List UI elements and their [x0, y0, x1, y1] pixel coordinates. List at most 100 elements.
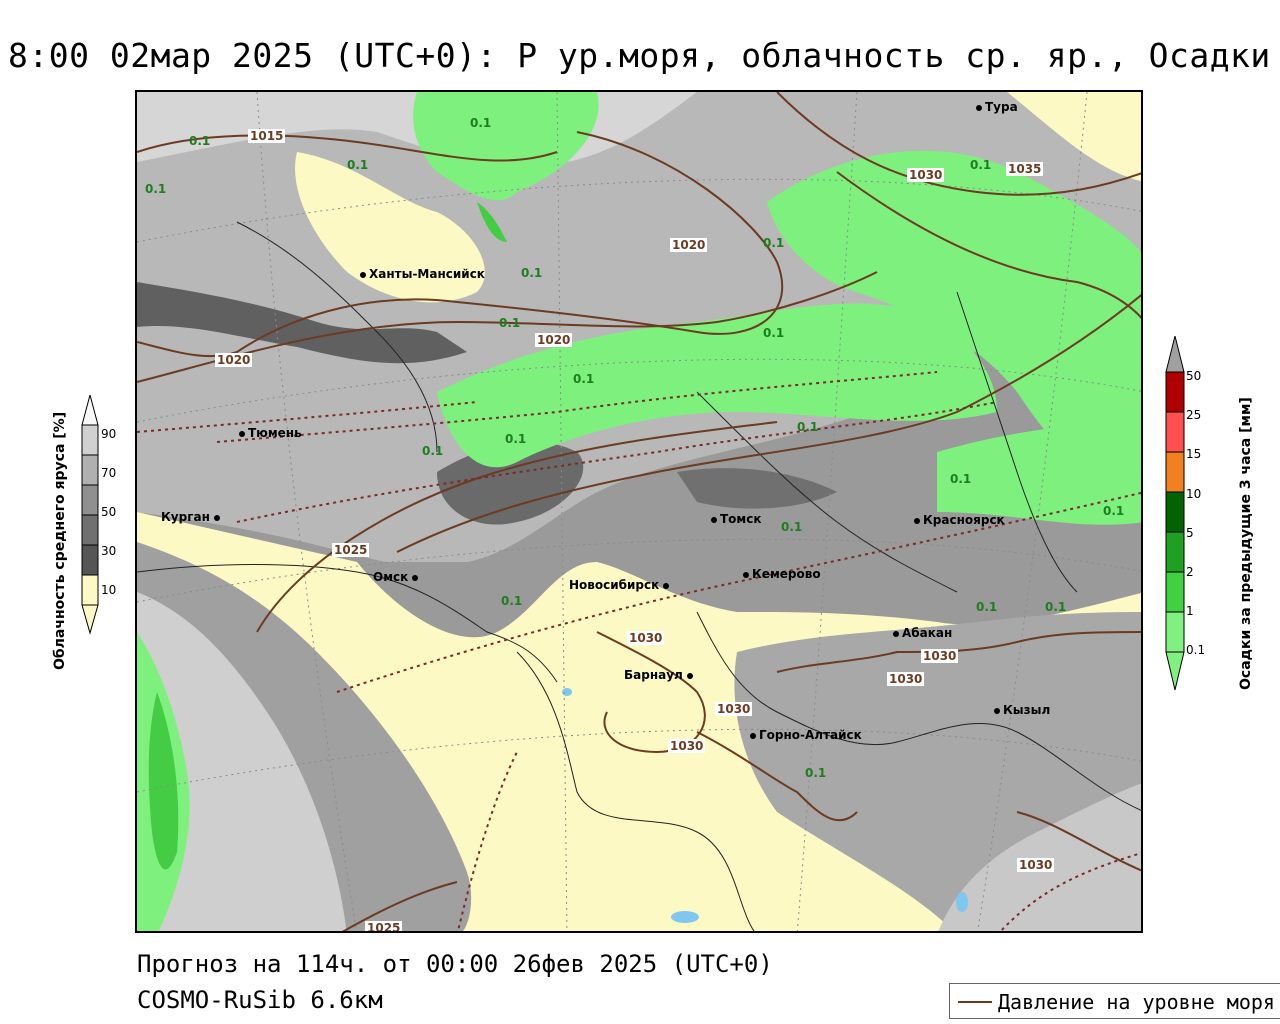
precip-label: 0.1 [145, 182, 167, 196]
city-label: Омск [373, 570, 421, 584]
clear-patch-northeast [1007, 92, 1141, 181]
precip-tick-label: 2 [1186, 565, 1194, 579]
region-borders [137, 221, 1141, 931]
dense-cloud-core [137, 282, 467, 364]
pressure-legend-label: Давление на уровне моря [998, 990, 1275, 1014]
precip-label: 0.1 [189, 134, 211, 148]
precip-label: 0.1 [1103, 504, 1125, 518]
map-title: 8:00 02мар 2025 (UTC+0): P ур.моря, обла… [8, 36, 1271, 75]
precip-tick-label: 10 [1186, 487, 1202, 501]
city-marker-icon [743, 571, 749, 578]
city-label: Ханты-Мансийск [360, 267, 485, 281]
precip-label: 0.1 [573, 372, 595, 386]
precip-tick-label: 50 [1186, 369, 1202, 383]
isobar-label: 1025 [365, 921, 403, 933]
graticule [137, 92, 1141, 931]
lake [956, 892, 968, 912]
city-marker-icon [214, 514, 221, 521]
isobar-label: 1025 [332, 543, 370, 557]
precip-tick-label: 0.1 [1186, 643, 1206, 657]
precip-label: 0.1 [970, 158, 992, 172]
city-marker-icon [711, 516, 717, 523]
isobar-label: 1020 [670, 238, 708, 252]
cloud-tick-label: 50 [101, 505, 117, 519]
precip-colorbar-scale [1165, 336, 1185, 691]
isobar-label: 1030 [668, 739, 706, 753]
dense-cloud-core [677, 468, 837, 509]
precip-area [413, 92, 599, 201]
pressure-line-swatch [958, 1001, 992, 1003]
lake [562, 688, 572, 696]
city-marker-icon [994, 707, 1000, 714]
isobar-label: 1030 [1017, 858, 1055, 872]
city-label: Новосибирск [569, 578, 672, 592]
cloud-tick-label: 90 [101, 427, 117, 441]
cloud-area-central [137, 282, 1141, 638]
clear-patch-north [295, 152, 485, 303]
city-label: Курган [161, 510, 223, 524]
city-marker-icon [687, 672, 694, 679]
precip-label: 0.1 [763, 326, 785, 340]
precip-label: 0.1 [1045, 600, 1067, 614]
cloud-area-west-light [137, 592, 347, 931]
isobar-label: 1030 [887, 672, 925, 686]
city-label: Кызыл [994, 703, 1050, 717]
precip-label: 0.1 [797, 420, 819, 434]
city-label: Красноярск [914, 513, 1005, 527]
precip-area [937, 422, 1141, 525]
forecast-info: Прогноз на 114ч. от 00:00 26фев 2025 (UT… [137, 950, 773, 978]
lake [671, 911, 699, 923]
precip-label: 0.1 [422, 444, 444, 458]
isobar-label: 1020 [215, 353, 253, 367]
precip-label: 0.1 [805, 766, 827, 780]
precip-core-west [148, 692, 179, 870]
isobar-label: 1030 [921, 649, 959, 663]
precip-label: 0.1 [501, 594, 523, 608]
precip-label: 0.1 [347, 158, 369, 172]
precip-area [437, 303, 997, 468]
cloud-colorbar-title: Облачность среднего яруса [%] [52, 411, 68, 670]
precip-label: 0.1 [470, 116, 492, 130]
precip-label: 0.1 [499, 316, 521, 330]
city-label: Барнаул [624, 668, 696, 682]
precip-tick-label: 5 [1186, 526, 1194, 540]
cloud-area-southeast-light [938, 783, 1141, 931]
precip-area [767, 150, 1141, 511]
city-marker-icon [412, 574, 419, 581]
precip-tick-label: 25 [1186, 408, 1202, 422]
isobars [137, 92, 1141, 931]
isobar-label: 1035 [1006, 162, 1044, 176]
cloud-tick-label: 70 [101, 466, 117, 480]
isobar-label: 1020 [535, 333, 573, 347]
precip-label: 0.1 [505, 432, 527, 446]
city-marker-icon [663, 582, 670, 589]
city-label: Тура [976, 100, 1018, 114]
city-label: Кемерово [743, 567, 821, 581]
precip-label: 0.1 [521, 266, 543, 280]
model-name: COSMO-RuSib 6.6км [137, 986, 383, 1014]
city-marker-icon [239, 430, 245, 437]
city-label: Тюмень [239, 426, 302, 440]
cloud-colorbar-scale [81, 395, 99, 635]
pressure-legend: Давление на уровне моря [949, 983, 1280, 1019]
city-label: Абакан [893, 626, 952, 640]
isobar-label: 1015 [248, 129, 286, 143]
precip-core [477, 202, 507, 242]
isobar-label: 1030 [627, 631, 665, 645]
map-canvas [137, 92, 1141, 931]
cloud-tick-label: 30 [101, 544, 117, 558]
isobar-label: 1030 [715, 702, 753, 716]
city-marker-icon [914, 517, 920, 524]
weather-map: 1015 1020 1020 1020 1025 1025 1030 1030 … [135, 90, 1143, 933]
city-marker-icon [893, 630, 899, 637]
precip-label: 0.1 [763, 236, 785, 250]
dense-cloud-core [437, 441, 584, 525]
city-marker-icon [360, 271, 366, 278]
precip-tick-label: 15 [1186, 447, 1202, 461]
city-marker-icon [750, 732, 756, 739]
precip-colorbar-title: Осадки за предыдущие 3 часа [мм] [1238, 397, 1254, 690]
isobars-dotted [137, 371, 1141, 931]
city-label: Горно-Алтайск [750, 728, 862, 742]
isobar-label: 1030 [907, 168, 945, 182]
precip-label: 0.1 [781, 520, 803, 534]
